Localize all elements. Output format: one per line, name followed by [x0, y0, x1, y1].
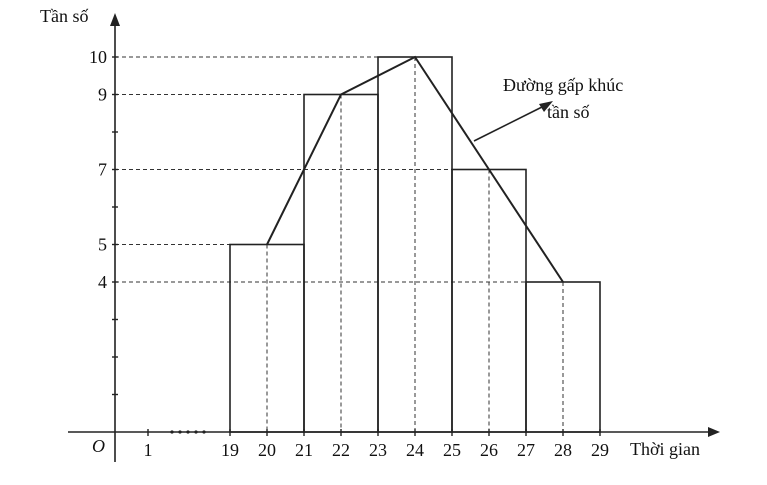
x-tick-label-26: 26 — [480, 440, 498, 460]
x-tick-label-24: 24 — [406, 440, 424, 460]
y-ticks: 4 5 7 9 10 — [89, 47, 118, 396]
polyline-annotation-line2: tần số — [547, 102, 590, 122]
polyline-annotation-line1: Đường gấp khúc — [503, 75, 623, 95]
annotation-arrow-head — [539, 101, 553, 112]
dashed-guides — [115, 56, 600, 432]
y-tick-label-5: 5 — [98, 235, 107, 255]
frequency-polyline — [266, 55, 564, 283]
x-tick-label-23: 23 — [369, 440, 387, 460]
y-axis-arrow — [110, 13, 120, 26]
x-tick-label-27: 27 — [517, 440, 535, 460]
x-axis-title: Thời gian — [630, 439, 700, 459]
x-tick-label-22: 22 — [332, 440, 350, 460]
x-tick-label-28: 28 — [554, 440, 572, 460]
frequency-polyline-group — [266, 55, 564, 283]
y-tick-label-7: 7 — [98, 160, 107, 180]
x-axis-arrow — [708, 427, 720, 437]
annotation-arrow-line — [473, 105, 545, 142]
x-axis-break-dots — [170, 430, 206, 434]
y-tick-label-10: 10 — [89, 47, 107, 67]
x-ticks: 1 19 20 21 22 23 24 25 26 27 28 29 — [144, 429, 609, 460]
x-tick-label-1: 1 — [144, 440, 153, 460]
y-axis-title: Tần số — [40, 6, 89, 26]
x-tick-label-29: 29 — [591, 440, 609, 460]
x-tick-label-19: 19 — [221, 440, 239, 460]
x-tick-label-21: 21 — [295, 440, 313, 460]
y-tick-label-9: 9 — [98, 85, 107, 105]
x-tick-label-25: 25 — [443, 440, 461, 460]
origin-label: O — [92, 436, 105, 456]
x-tick-label-20: 20 — [258, 440, 276, 460]
y-tick-label-4: 4 — [98, 272, 107, 292]
